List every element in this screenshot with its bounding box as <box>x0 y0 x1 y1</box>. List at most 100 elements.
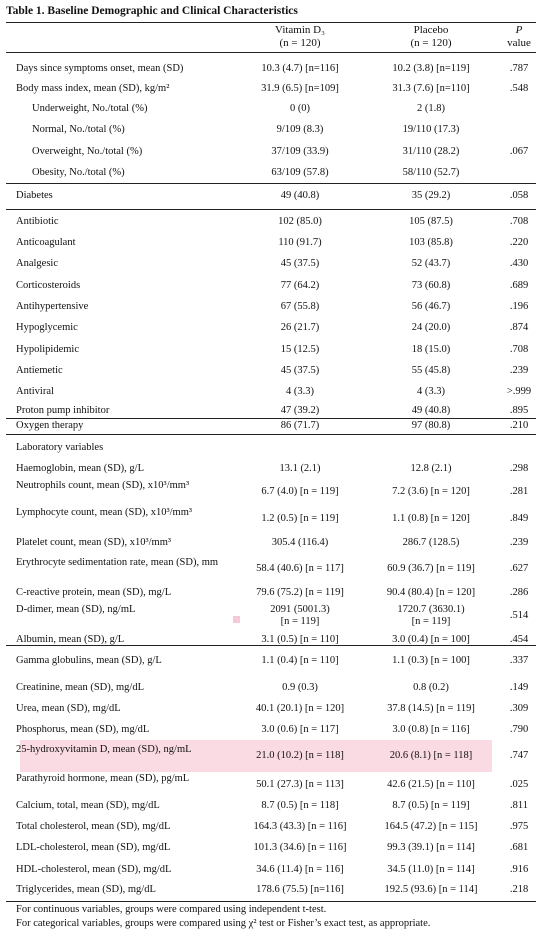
row-label: Antihypertensive <box>16 301 89 312</box>
vitamin-d-value: 58.4 (40.6) [n = 117] <box>256 563 344 574</box>
placebo-value-line2: [n = 119] <box>411 616 451 627</box>
header-group1-name: Vitamin D₃ <box>275 24 325 36</box>
placebo-value: 103 (85.8) <box>409 237 453 248</box>
placebo-value: 12.8 (2.1) <box>410 463 452 474</box>
vitamin-d-value: 178.6 (75.5) [n=116] <box>256 884 344 895</box>
vitamin-d-value: 63/109 (57.8) <box>271 167 329 178</box>
header-p-label: P <box>515 24 523 36</box>
vitamin-d-value: 4 (3.3) <box>286 386 314 397</box>
row-label: D-dimer, mean (SD), ng/mL <box>16 604 136 615</box>
p-value: .210 <box>509 420 529 431</box>
row-label: Neutrophils count, mean (SD), x10³/mm³ <box>16 480 190 491</box>
row-label: Parathyroid hormone, mean (SD), pg/mL <box>16 773 190 784</box>
placebo-value: 42.6 (21.5) [n = 110] <box>387 779 475 790</box>
vitamin-d-value: 2091 (5001.3) [n = 119] <box>240 604 360 628</box>
p-value: .790 <box>509 724 529 735</box>
table-footnote-categorical: For categorical variables, groups were c… <box>16 918 431 929</box>
row-label: Hypoglycemic <box>16 322 78 333</box>
placebo-value: 52 (43.7) <box>411 258 451 269</box>
row-label: Proton pump inhibitor <box>16 405 110 416</box>
row-label: Obesity, No./total (%) <box>32 167 125 178</box>
vitamin-d-value: 45 (37.5) <box>280 365 320 376</box>
placebo-value: 192.5 (93.6) [n = 114] <box>384 884 478 895</box>
vitamin-d-value: 31.9 (6.5) [n=109] <box>261 83 339 94</box>
p-value: .849 <box>509 513 529 524</box>
vitamin-d-value: 86 (71.7) <box>280 420 320 431</box>
header-group2-name: Placebo <box>413 24 449 36</box>
p-value: .916 <box>509 864 529 875</box>
p-value: .298 <box>509 463 529 474</box>
p-value: .430 <box>509 258 529 269</box>
row-label: Normal, No./total (%) <box>32 124 125 135</box>
p-value: .747 <box>509 750 529 761</box>
p-value: .149 <box>509 682 529 693</box>
p-value: .220 <box>509 237 529 248</box>
p-value: .239 <box>509 537 529 548</box>
p-value: .975 <box>509 821 529 832</box>
vitamin-d-value: 8.7 (0.5) [n = 118] <box>261 800 339 811</box>
vitamin-d-value-line2: [n = 119] <box>280 616 320 627</box>
header-vitamin-d: Vitamin D₃ (n = 120) <box>240 24 360 50</box>
row-label: Albumin, mean (SD), g/L <box>16 634 125 645</box>
placebo-value: 56 (46.7) <box>411 301 451 312</box>
placebo-value: 35 (29.2) <box>411 190 451 201</box>
p-value: .708 <box>509 344 529 355</box>
p-value: .281 <box>509 486 529 497</box>
placebo-value: 286.7 (128.5) <box>402 537 460 548</box>
row-label: Antiemetic <box>16 365 63 376</box>
row-label: Analgesic <box>16 258 58 269</box>
vitamin-d-value-line1: 2091 (5001.3) <box>270 604 330 615</box>
top-rule <box>6 22 536 23</box>
placebo-value: 1.1 (0.8) [n = 120] <box>392 513 470 524</box>
placebo-value: 31.3 (7.6) [n=110] <box>392 83 470 94</box>
vitamin-d-value: 305.4 (116.4) <box>271 537 329 548</box>
section-rule-1 <box>6 183 536 184</box>
placebo-value: 99.3 (39.1) [n = 114] <box>387 842 475 853</box>
placebo-value: 7.2 (3.6) [n = 120] <box>392 486 470 497</box>
row-label: Overweight, No./total (%) <box>32 146 143 157</box>
row-label: Total cholesterol, mean (SD), mg/dL <box>16 821 171 832</box>
row-label: Haemoglobin, mean (SD), g/L <box>16 463 145 474</box>
highlight-25-hydroxyvitamin-d-row <box>20 740 492 772</box>
vitamin-d-value: 9/109 (8.3) <box>276 124 324 135</box>
placebo-value-line1: 1720.7 (3630.1) <box>397 604 465 615</box>
table-footnote-continuous: For continuous variables, groups were co… <box>16 904 327 915</box>
row-label: Lymphocyte count, mean (SD), x10³/mm³ <box>16 507 193 518</box>
vitamin-d-value: 40.1 (20.1) [n = 120] <box>255 703 345 714</box>
row-label: Erythrocyte sedimentation rate, mean (SD… <box>16 557 219 568</box>
placebo-value: 34.5 (11.0) [n = 114] <box>387 864 475 875</box>
vitamin-d-value: 67 (55.8) <box>280 301 320 312</box>
placebo-value: 2 (1.8) <box>417 103 445 114</box>
placebo-value: 1.1 (0.3) [n = 100] <box>392 655 470 666</box>
placebo-value: 18 (15.0) <box>411 344 451 355</box>
header-placebo: Placebo (n = 120) <box>366 24 496 50</box>
placebo-value: 31/110 (28.2) <box>402 146 460 157</box>
vitamin-d-value: 45 (37.5) <box>280 258 320 269</box>
table-caption: Table 1. Baseline Demographic and Clinic… <box>6 5 298 17</box>
row-label: Oxygen therapy <box>16 420 84 431</box>
placebo-value: 19/110 (17.3) <box>402 124 460 135</box>
row-label: Underweight, No./total (%) <box>32 103 148 114</box>
row-label: Platelet count, mean (SD), x10³/mm³ <box>16 537 172 548</box>
placebo-value: 164.5 (47.2) [n = 115] <box>384 821 478 832</box>
section-rule-5 <box>6 645 536 646</box>
p-value: .196 <box>509 301 529 312</box>
placebo-value: 105 (87.5) <box>409 216 453 227</box>
p-value: .627 <box>509 563 529 574</box>
p-value: .708 <box>509 216 529 227</box>
p-value: .286 <box>509 587 529 598</box>
section-rule-3 <box>6 418 536 419</box>
header-p-value: P value <box>500 24 538 50</box>
vitamin-d-value: 102 (85.0) <box>278 216 322 227</box>
section-rule-4 <box>6 434 536 435</box>
placebo-value: 55 (45.8) <box>411 365 451 376</box>
row-label: HDL-cholesterol, mean (SD), mg/dL <box>16 864 172 875</box>
vitamin-d-value: 1.1 (0.4) [n = 110] <box>261 655 339 666</box>
vitamin-d-value: 164.3 (43.3) [n = 116] <box>253 821 347 832</box>
bottom-rule <box>6 901 536 902</box>
p-value: .548 <box>509 83 529 94</box>
placebo-value: 37.8 (14.5) [n = 119] <box>387 703 475 714</box>
placebo-value: 73 (60.8) <box>411 280 451 291</box>
placebo-value: 60.9 (36.7) [n = 119] <box>387 563 475 574</box>
placebo-value: 20.6 (8.1) [n = 118] <box>389 750 473 761</box>
